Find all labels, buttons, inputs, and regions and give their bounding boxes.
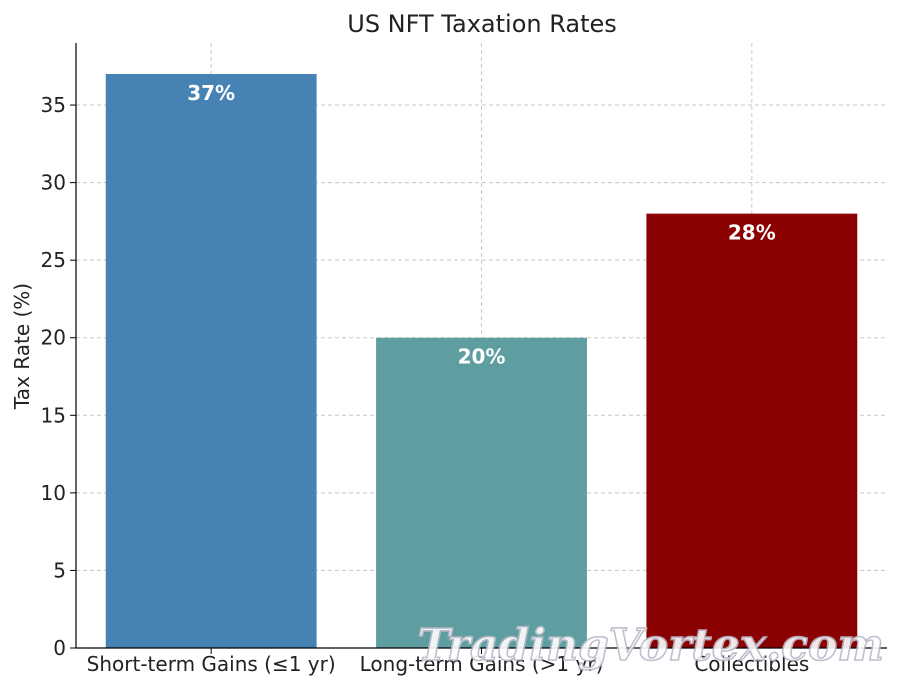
x-tick-label: Collectibles <box>694 652 809 676</box>
bar-value-label: 37% <box>187 81 235 105</box>
bar-value-label: 20% <box>458 345 506 369</box>
bar <box>105 74 317 649</box>
x-ticks: Short-term Gains (≤1 yr) Long-term Gains … <box>87 648 809 676</box>
y-axis-title: Tax Rate (%) <box>10 283 34 410</box>
bar-labels: 37% 20% 28% <box>187 81 776 369</box>
y-ticks: 0 5 10 15 20 25 30 35 <box>41 93 76 660</box>
chart-title: US NFT Taxation Rates <box>347 10 617 38</box>
bars <box>105 74 858 649</box>
y-tick-label: 15 <box>41 403 66 427</box>
bar <box>376 337 587 648</box>
y-tick-label: 25 <box>41 248 66 272</box>
y-tick-label: 20 <box>41 326 66 350</box>
bar <box>646 213 858 648</box>
y-tick-label: 10 <box>41 481 66 505</box>
y-tick-label: 0 <box>53 636 66 660</box>
watermark: TradingVortex.com <box>417 620 884 671</box>
x-tick-label: Short-term Gains (≤1 yr) <box>87 652 336 676</box>
x-tick-label: Long-term Gains (>1 yr) <box>360 652 604 676</box>
y-tick-label: 5 <box>53 558 66 582</box>
y-tick-label: 30 <box>41 171 66 195</box>
y-tick-label: 35 <box>41 93 66 117</box>
bar-value-label: 28% <box>728 221 776 245</box>
